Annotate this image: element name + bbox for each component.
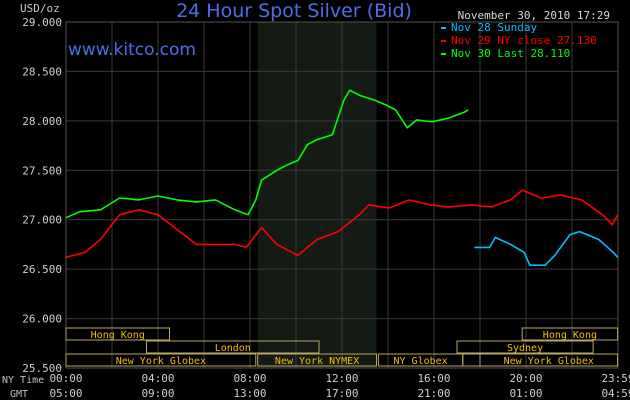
session-bar <box>456 340 594 354</box>
kitco-watermark: www.kitco.com <box>68 40 196 60</box>
legend-entry: Nov 28 Sunday <box>451 21 537 34</box>
session-bar <box>257 353 377 367</box>
y-tick-label: 26.500 <box>22 263 62 276</box>
x-tick-ny: 20:00 <box>509 372 542 385</box>
y-tick-label: 29.000 <box>22 16 62 29</box>
session-label: Sydney <box>507 343 543 354</box>
timestamp: November 30, 2010 17:29 <box>458 9 610 22</box>
x-tick-gmt: 21:00 <box>417 387 450 400</box>
legend-swatch <box>441 40 446 42</box>
session-bar <box>479 353 619 367</box>
session-bar <box>521 327 619 341</box>
x-tick-gmt: 01:00 <box>509 387 542 400</box>
nymex-session-band <box>257 22 377 368</box>
legend-swatch <box>441 53 446 55</box>
x-tick-gmt: 04:59 <box>601 387 630 400</box>
x-row-label-gmt: GMT <box>10 389 28 400</box>
y-tick-label: 28.500 <box>22 65 62 78</box>
session-label: Hong Kong <box>91 330 145 341</box>
x-tick-ny: 23:59 <box>601 372 630 385</box>
chart-title: 24 Hour Spot Silver (Bid) <box>176 0 412 22</box>
y-tick-label: 25.500 <box>22 362 62 375</box>
x-tick-gmt: 17:00 <box>325 387 358 400</box>
y-axis-label: USD/oz <box>20 2 60 15</box>
legend-swatch <box>441 27 446 29</box>
x-tick-ny: 00:00 <box>49 372 82 385</box>
session-bar <box>146 340 320 354</box>
x-tick-gmt: 13:00 <box>233 387 266 400</box>
legend-entry: Nov 29 NY close 27.130 <box>451 34 597 47</box>
x-tick-ny: 04:00 <box>141 372 174 385</box>
session-label: New York Globex <box>504 356 594 367</box>
y-tick-label: 27.000 <box>22 214 62 227</box>
series-line-1 <box>65 189 619 259</box>
y-tick-label: 27.500 <box>22 164 62 177</box>
session-label: New York NYMEX <box>275 356 359 367</box>
x-tick-ny: 12:00 <box>325 372 358 385</box>
y-tick-label: 28.000 <box>22 115 62 128</box>
plot-frame <box>65 21 619 369</box>
x-tick-ny: 08:00 <box>233 372 266 385</box>
session-bar <box>462 353 481 367</box>
x-tick-gmt: 09:00 <box>141 387 174 400</box>
session-label: Hong Kong <box>543 330 597 341</box>
x-tick-ny: 16:00 <box>417 372 450 385</box>
legend-entry: Nov 30 Last 28.110 <box>451 47 570 60</box>
session-label: London <box>215 343 251 354</box>
x-row-label-ny: NY Time <box>2 375 44 386</box>
y-tick-label: 26.000 <box>22 313 62 326</box>
session-bar <box>65 327 170 341</box>
series-line-2 <box>65 89 469 219</box>
series-line-0 <box>474 230 619 267</box>
x-tick-gmt: 05:00 <box>49 387 82 400</box>
session-label: NY Globex <box>393 356 447 367</box>
session-label: New York Globex <box>116 356 206 367</box>
session-bar <box>65 353 257 367</box>
